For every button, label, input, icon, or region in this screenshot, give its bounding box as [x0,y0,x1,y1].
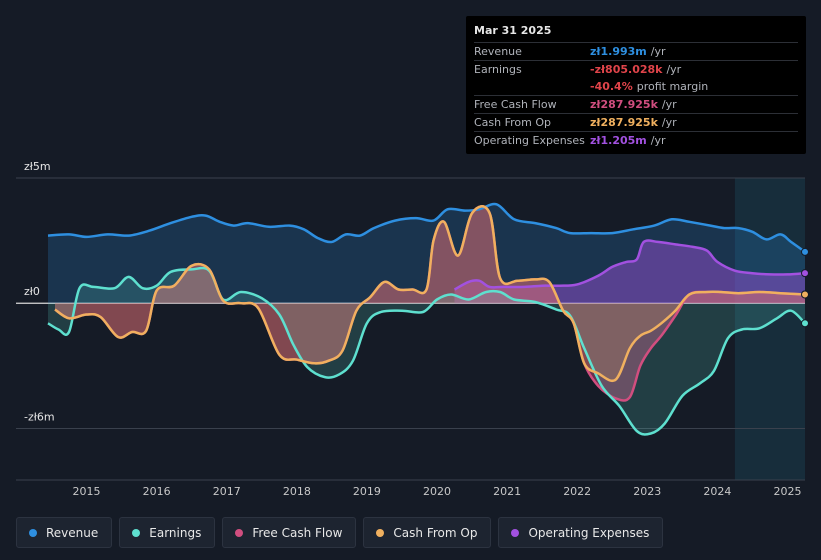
x-tick-label: 2022 [563,485,591,498]
tooltip: Mar 31 2025 Revenue zł1.993m /yr Earning… [466,16,806,154]
series-area-free-cash-flow [55,206,805,401]
legend-label: Operating Expenses [528,525,650,540]
series-area-operating-expenses [454,240,805,304]
x-tick-label: 2015 [73,485,101,498]
tooltip-label: Earnings [474,63,522,76]
legend-label: Revenue [46,525,99,540]
legend: Revenue Earnings Free Cash Flow Cash Fro… [16,517,664,548]
x-tick-label: 2016 [143,485,171,498]
tooltip-label: Cash From Op [474,116,552,129]
tooltip-label [474,78,590,95]
tooltip-unit: /yr [650,134,666,147]
legend-item-free-cash-flow[interactable]: Free Cash Flow [222,517,357,548]
series-endpoint-operating-expenses [801,269,809,278]
tooltip-label: Free Cash Flow [474,98,557,111]
tooltip-label: Operating Expenses [474,134,585,147]
legend-item-earnings[interactable]: Earnings [119,517,216,548]
tooltip-unit: /yr [661,116,677,129]
legend-dot-icon [511,528,520,537]
tooltip-date: Mar 31 2025 [474,24,552,37]
tooltip-label: Revenue [474,45,522,58]
tooltip-row-margin: -40.4% profit margin [474,78,798,95]
legend-dot-icon [132,528,141,537]
series-line-revenue [47,202,806,253]
series-line-operating-expenses [453,239,806,291]
series-line-cash-from-op [54,205,806,383]
tooltip-unit: /yr [661,98,677,111]
legend-item-cash-from-op[interactable]: Cash From Op [363,517,492,548]
legend-item-revenue[interactable]: Revenue [16,517,113,548]
tooltip-unit: /yr [666,63,682,76]
tooltip-unit: /yr [650,45,666,58]
y-tick-label: zł0 [24,285,40,298]
tooltip-row-revenue: Revenue zł1.993m /yr [474,42,798,60]
tooltip-row-earnings: Earnings -zł805.028k /yr [474,60,798,78]
series-endpoint-earnings [801,319,809,328]
series-area-revenue [48,203,805,304]
tooltip-value: zł1.993m [590,45,647,58]
legend-label: Cash From Op [393,525,478,540]
legend-dot-icon [235,528,244,537]
y-tick-label: zł5m [24,160,51,173]
series-area-earnings [48,268,805,435]
x-tick-label: 2020 [423,485,451,498]
series-endpoint-cash-from-op [801,290,809,299]
x-tick-label: 2017 [213,485,241,498]
tooltip-value: zł287.925k [590,116,658,129]
series-endpoint-revenue [801,247,809,256]
tooltip-row-cash-from-op: Cash From Op zł287.925k /yr [474,113,798,131]
x-tick-label: 2021 [493,485,521,498]
legend-label: Earnings [149,525,202,540]
tooltip-row-operating-expenses: Operating Expenses zł1.205m /yr [474,131,798,149]
x-tick-label: 2025 [773,485,801,498]
x-tick-label: 2024 [703,485,731,498]
tooltip-value: zł287.925k [590,98,658,111]
y-tick-label: -zł6m [24,410,55,423]
tooltip-unit: profit margin [636,80,709,93]
x-tick-label: 2018 [283,485,311,498]
x-tick-label: 2023 [633,485,661,498]
x-tick-label: 2019 [353,485,381,498]
series-area-cash-from-op [55,206,805,381]
tooltip-value: zł1.205m [590,134,647,147]
tooltip-value: -40.4% [590,80,633,93]
series-line-earnings [47,266,806,436]
legend-label: Free Cash Flow [252,525,343,540]
tooltip-value: -zł805.028k [590,63,663,76]
tooltip-row-free-cash-flow: Free Cash Flow zł287.925k /yr [474,95,798,113]
legend-dot-icon [29,528,37,537]
legend-item-operating-expenses[interactable]: Operating Expenses [498,517,664,548]
legend-dot-icon [376,528,385,537]
